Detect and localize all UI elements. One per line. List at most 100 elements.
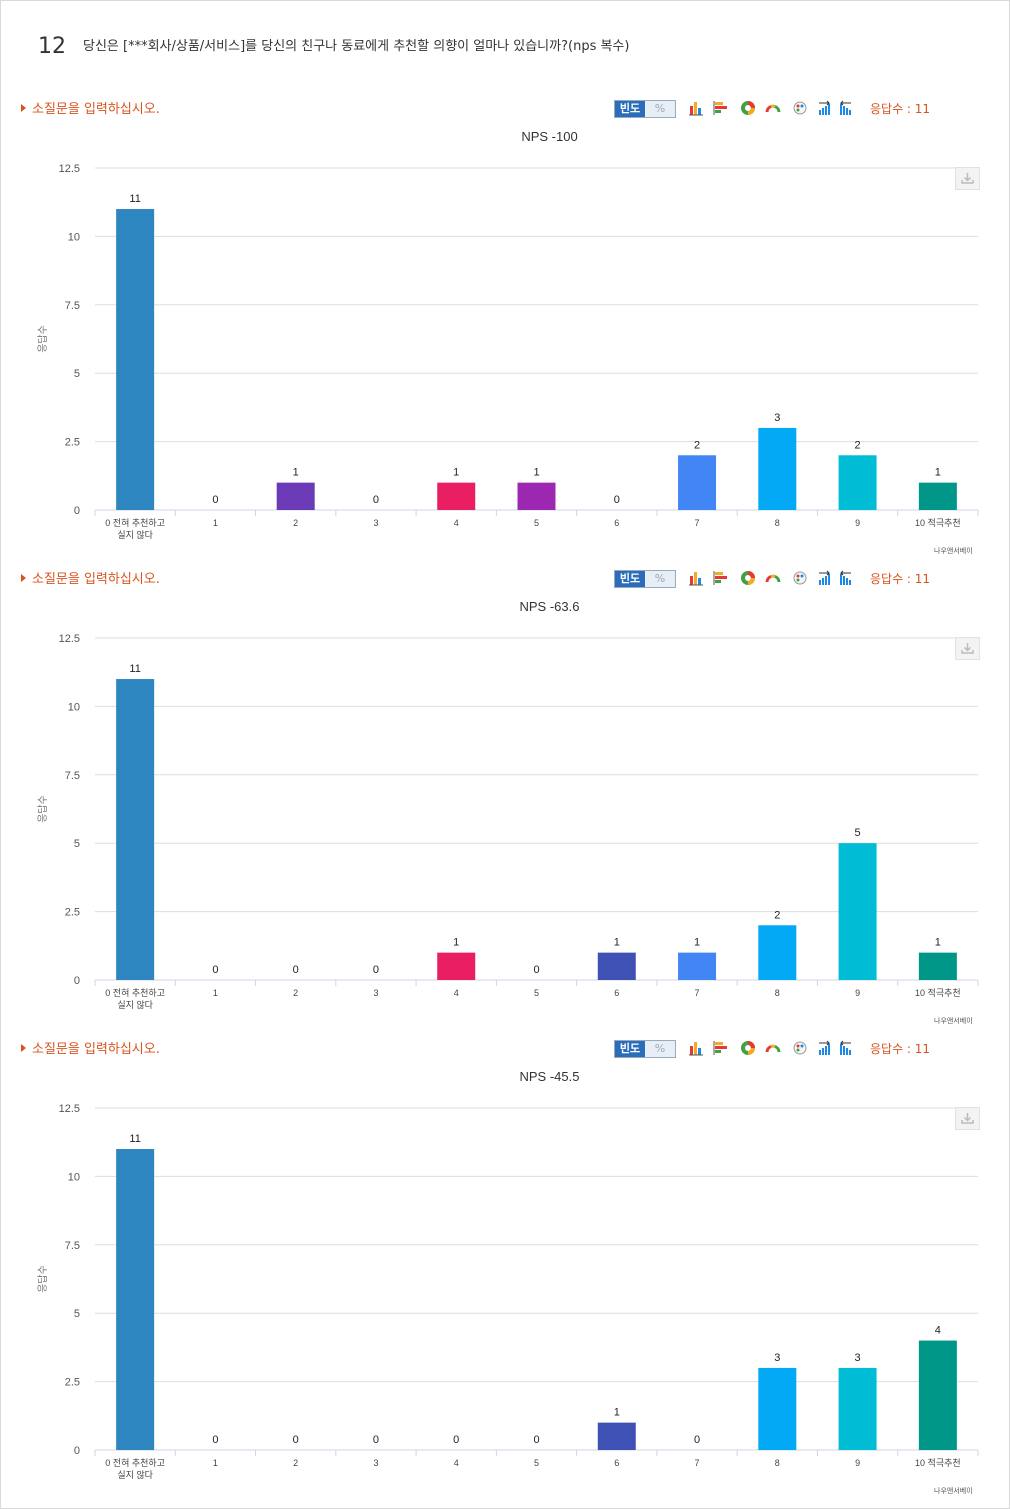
data-label: 1 [694, 937, 700, 949]
result-section: NPS -100 0 2.5 5 7.5 10 12.5 응답수 11 0 전혀 추천하고 실지 않… [0, 98, 1010, 568]
data-label: 1 [614, 937, 620, 949]
data-label: 3 [774, 1352, 780, 1364]
x-tick-label: 6 [614, 1458, 619, 1468]
x-tick-label: 실지 않다 [117, 1000, 153, 1010]
x-tick-label: 5 [534, 518, 539, 528]
x-tick-label: 2 [293, 1458, 298, 1468]
data-label: 1 [935, 937, 941, 949]
data-label: 0 [212, 964, 218, 976]
bar-chart-icon[interactable] [688, 100, 704, 116]
bar[interactable] [758, 427, 797, 510]
bar[interactable] [116, 1149, 155, 1450]
bar[interactable] [597, 1422, 636, 1450]
palette-icon[interactable] [792, 100, 808, 116]
frequency-option[interactable]: 빈도 [615, 571, 645, 587]
download-button[interactable] [955, 637, 980, 660]
y-axis-label: 응답수 [37, 795, 49, 823]
bar[interactable] [838, 455, 877, 510]
question-number: 12 [38, 34, 66, 59]
bar[interactable] [437, 952, 476, 980]
bar-chart-icon[interactable] [688, 1040, 704, 1056]
bar[interactable] [838, 1367, 877, 1450]
x-tick-label: 2 [293, 988, 298, 998]
bar[interactable] [517, 482, 556, 510]
y-tick-label: 10 [68, 1171, 80, 1183]
y-tick-label: 7.5 [65, 770, 80, 782]
bar[interactable] [116, 209, 155, 510]
result-section: NPS -45.5 0 2.5 5 7.5 10 12.5 응답수 11 0 전혀 추천하고 실지 … [0, 1038, 1010, 1508]
download-icon [961, 1113, 974, 1124]
bar[interactable] [678, 455, 717, 510]
x-tick-label: 6 [614, 518, 619, 528]
frequency-percent-toggle[interactable]: 빈도% [614, 100, 676, 118]
ascending-sort-icon[interactable] [817, 100, 833, 116]
chart-title: NPS -45.5 [520, 1069, 580, 1084]
donut-chart-icon[interactable] [740, 570, 756, 586]
bar[interactable] [678, 952, 717, 980]
ascending-sort-icon[interactable] [817, 570, 833, 586]
bar[interactable] [116, 679, 155, 980]
bar[interactable] [597, 952, 636, 980]
horizontal-bar-icon[interactable] [713, 100, 729, 116]
x-tick-label: 5 [534, 988, 539, 998]
data-label: 11 [129, 193, 140, 205]
gauge-icon[interactable] [765, 100, 781, 116]
horizontal-bar-icon[interactable] [713, 1040, 729, 1056]
y-tick-label: 0 [74, 505, 80, 517]
bar[interactable] [276, 482, 315, 510]
gauge-icon[interactable] [765, 570, 781, 586]
data-label: 5 [855, 827, 861, 839]
bar[interactable] [758, 1367, 797, 1450]
chart-title: NPS -100 [521, 129, 577, 144]
data-label: 0 [453, 1434, 459, 1446]
ascending-sort-icon[interactable] [817, 1040, 833, 1056]
palette-icon[interactable] [792, 1040, 808, 1056]
frequency-percent-toggle[interactable]: 빈도% [614, 570, 676, 588]
donut-chart-icon[interactable] [740, 1040, 756, 1056]
x-tick-label: 1 [213, 518, 218, 528]
response-count: 응답수 : 11 [870, 102, 931, 116]
palette-icon[interactable] [792, 570, 808, 586]
bar[interactable] [838, 843, 877, 980]
horizontal-bar-icon[interactable] [713, 570, 729, 586]
subquestion-label: 소질문을 입력하십시오. [32, 102, 160, 117]
x-tick-label: 8 [775, 518, 780, 528]
bar[interactable] [918, 952, 957, 980]
percent-option[interactable]: % [645, 571, 675, 587]
bar-chart-icon[interactable] [688, 570, 704, 586]
x-tick-label: 7 [695, 988, 700, 998]
data-label: 0 [373, 494, 379, 506]
download-button[interactable] [955, 1107, 980, 1130]
descending-sort-icon[interactable] [838, 570, 854, 586]
x-tick-label: 1 [213, 988, 218, 998]
frequency-percent-toggle[interactable]: 빈도% [614, 1040, 676, 1058]
x-tick-label: 실지 않다 [117, 1470, 153, 1480]
x-tick-label: 5 [534, 1458, 539, 1468]
x-tick-label: 8 [775, 1458, 780, 1468]
x-tick-label: 9 [855, 988, 860, 998]
percent-option[interactable]: % [645, 1041, 675, 1057]
bar[interactable] [758, 925, 797, 980]
frequency-option[interactable]: 빈도 [615, 101, 645, 117]
data-label: 0 [373, 964, 379, 976]
bar[interactable] [918, 482, 957, 510]
frequency-option[interactable]: 빈도 [615, 1041, 645, 1057]
percent-option[interactable]: % [645, 101, 675, 117]
descending-sort-icon[interactable] [838, 100, 854, 116]
data-label: 0 [533, 964, 539, 976]
bar[interactable] [918, 1340, 957, 1450]
descending-sort-icon[interactable] [838, 1040, 854, 1056]
data-label: 0 [694, 1434, 700, 1446]
data-label: 0 [212, 1434, 218, 1446]
chart-credit: 나우앤서베이 [934, 547, 973, 555]
gauge-icon[interactable] [765, 1040, 781, 1056]
donut-chart-icon[interactable] [740, 100, 756, 116]
x-tick-label: 0 전혀 추천하고 [105, 518, 165, 528]
y-tick-label: 0 [74, 975, 80, 987]
subquestion-title: 소질문을 입력하십시오. [21, 98, 160, 117]
download-button[interactable] [955, 167, 980, 190]
bar[interactable] [437, 482, 476, 510]
data-label: 11 [129, 1133, 140, 1145]
response-count: 응답수 : 11 [870, 1042, 931, 1056]
